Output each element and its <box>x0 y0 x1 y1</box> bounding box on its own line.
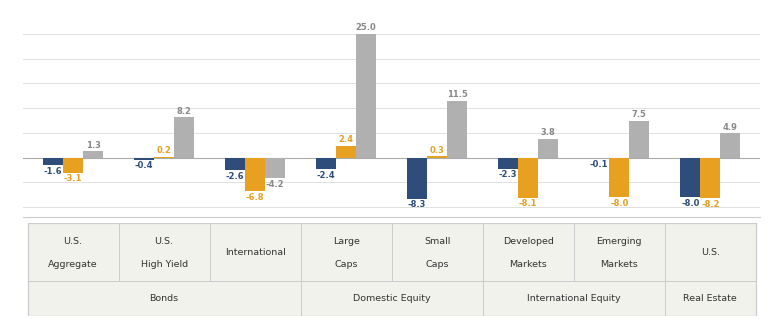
Text: 11.5: 11.5 <box>447 90 468 99</box>
FancyBboxPatch shape <box>483 281 665 316</box>
Text: -0.1: -0.1 <box>590 160 608 168</box>
Bar <box>154 157 174 158</box>
Bar <box>700 158 720 198</box>
Text: -3.1: -3.1 <box>64 174 82 183</box>
Bar <box>680 158 700 197</box>
Bar <box>225 158 245 170</box>
FancyBboxPatch shape <box>665 223 756 281</box>
Text: 8.2: 8.2 <box>177 107 191 115</box>
Text: -1.6: -1.6 <box>44 167 62 176</box>
Text: High Yield: High Yield <box>141 259 187 269</box>
Text: -8.2: -8.2 <box>701 200 720 209</box>
Text: Developed: Developed <box>503 237 554 246</box>
FancyBboxPatch shape <box>300 223 392 281</box>
Bar <box>43 158 63 166</box>
Text: U.S.: U.S. <box>64 237 83 246</box>
Text: 1.3: 1.3 <box>86 141 101 150</box>
Text: International: International <box>225 249 286 257</box>
Text: 0.3: 0.3 <box>430 145 445 155</box>
FancyBboxPatch shape <box>574 223 665 281</box>
Bar <box>336 146 356 158</box>
Bar <box>427 156 447 158</box>
FancyBboxPatch shape <box>28 281 300 316</box>
Text: U.S.: U.S. <box>700 249 720 257</box>
Bar <box>447 101 467 158</box>
Bar <box>316 158 336 169</box>
Text: 3.8: 3.8 <box>541 128 555 137</box>
FancyBboxPatch shape <box>483 223 574 281</box>
Text: 7.5: 7.5 <box>632 110 647 119</box>
Text: Large: Large <box>333 237 359 246</box>
Text: Caps: Caps <box>334 259 358 269</box>
Bar <box>265 158 285 178</box>
Bar <box>538 139 558 158</box>
Bar <box>63 158 83 173</box>
Text: Small: Small <box>424 237 450 246</box>
Text: Markets: Markets <box>509 259 547 269</box>
Text: -4.2: -4.2 <box>266 180 284 189</box>
Bar <box>629 121 649 158</box>
Bar <box>245 158 265 191</box>
FancyBboxPatch shape <box>300 281 483 316</box>
FancyBboxPatch shape <box>210 223 300 281</box>
Text: U.S.: U.S. <box>154 237 174 246</box>
Bar <box>407 158 427 199</box>
Text: -2.6: -2.6 <box>226 172 244 181</box>
Text: -8.3: -8.3 <box>408 200 426 209</box>
Text: -6.8: -6.8 <box>246 193 264 202</box>
Text: 25.0: 25.0 <box>356 24 376 33</box>
Bar <box>356 34 376 158</box>
Bar <box>134 158 154 160</box>
Text: -8.0: -8.0 <box>681 199 700 208</box>
Text: -0.4: -0.4 <box>135 161 154 170</box>
Text: 2.4: 2.4 <box>339 135 354 144</box>
Text: Emerging: Emerging <box>597 237 642 246</box>
Bar <box>83 151 103 158</box>
Text: 4.9: 4.9 <box>723 123 738 132</box>
Bar <box>498 158 518 169</box>
Bar <box>609 158 629 197</box>
Text: -2.4: -2.4 <box>317 171 336 180</box>
FancyBboxPatch shape <box>665 281 756 316</box>
Text: Bonds: Bonds <box>150 294 179 303</box>
Bar <box>518 158 538 198</box>
Text: Real Estate: Real Estate <box>684 294 737 303</box>
FancyBboxPatch shape <box>392 223 483 281</box>
Text: 0.2: 0.2 <box>157 146 171 155</box>
Text: Caps: Caps <box>425 259 449 269</box>
Bar <box>720 133 740 158</box>
Bar <box>174 117 194 158</box>
Text: International Equity: International Equity <box>527 294 621 303</box>
Text: Domestic Equity: Domestic Equity <box>353 294 431 303</box>
Text: -8.0: -8.0 <box>610 199 628 208</box>
FancyBboxPatch shape <box>118 223 210 281</box>
Text: Aggregate: Aggregate <box>48 259 98 269</box>
Text: -2.3: -2.3 <box>499 170 518 180</box>
Text: Markets: Markets <box>601 259 638 269</box>
FancyBboxPatch shape <box>28 223 118 281</box>
Text: -8.1: -8.1 <box>519 199 538 208</box>
